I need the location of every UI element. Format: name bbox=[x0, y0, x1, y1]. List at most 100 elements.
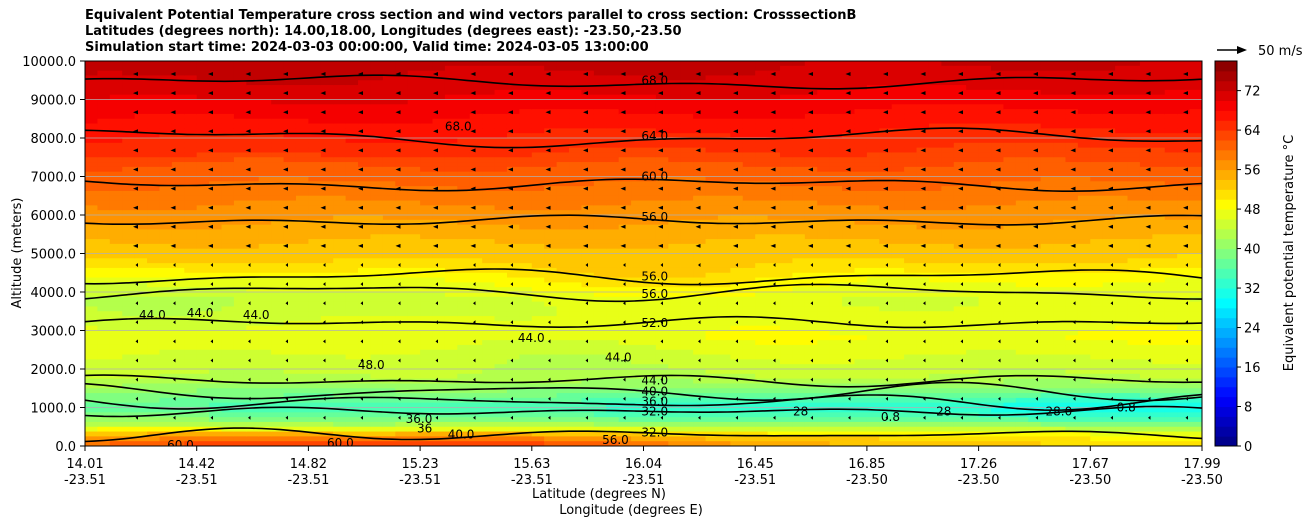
fill-cell bbox=[593, 388, 607, 394]
fill-cell bbox=[482, 441, 496, 446]
fill-cell bbox=[420, 181, 434, 187]
fill-cell bbox=[382, 349, 396, 356]
fill-cell bbox=[246, 70, 260, 77]
fill-cell bbox=[581, 94, 595, 101]
fill-cell bbox=[705, 234, 719, 240]
fill-cell bbox=[196, 239, 210, 245]
fill-cell bbox=[854, 61, 868, 67]
fill-cell bbox=[320, 243, 334, 250]
fill-cell bbox=[506, 142, 520, 149]
fill-cell bbox=[693, 99, 707, 105]
fill-cell bbox=[358, 195, 372, 202]
fill-cell bbox=[382, 104, 396, 110]
fill-cell bbox=[308, 421, 322, 428]
fill-cell bbox=[358, 431, 372, 437]
fill-cell bbox=[817, 296, 831, 303]
fill-cell bbox=[85, 190, 99, 197]
fill-cell bbox=[631, 195, 645, 202]
fill-cell bbox=[717, 349, 731, 356]
fill-cell bbox=[395, 210, 409, 216]
fill-cell bbox=[395, 397, 409, 404]
fill-cell bbox=[209, 258, 223, 264]
fill-cell bbox=[283, 267, 297, 274]
fill-cell bbox=[618, 133, 632, 139]
fill-cell bbox=[668, 123, 682, 129]
fill-cell bbox=[109, 417, 123, 423]
fill-cell bbox=[655, 369, 669, 375]
fill-cell bbox=[147, 166, 161, 173]
fill-cell bbox=[730, 171, 744, 178]
fill-cell bbox=[742, 248, 756, 255]
fill-cell bbox=[320, 402, 334, 409]
fill-cell bbox=[519, 426, 533, 433]
fill-cell bbox=[320, 311, 334, 317]
fill-cell bbox=[544, 421, 558, 428]
fill-cell bbox=[519, 152, 533, 158]
fill-cell bbox=[221, 65, 235, 72]
fill-cell bbox=[209, 75, 223, 81]
fill-cell bbox=[134, 61, 148, 67]
fill-cell bbox=[506, 152, 520, 158]
fill-cell bbox=[482, 205, 496, 211]
fill-cell bbox=[730, 383, 744, 389]
fill-cell bbox=[122, 369, 136, 375]
fill-cell bbox=[817, 306, 831, 312]
fill-cell bbox=[755, 316, 769, 322]
fill-cell bbox=[730, 277, 744, 283]
fill-cell bbox=[97, 373, 111, 380]
fill-cell bbox=[755, 176, 769, 182]
fill-cell bbox=[593, 397, 607, 404]
fill-cell bbox=[109, 272, 123, 279]
fill-cell bbox=[519, 147, 533, 154]
fill-cell bbox=[432, 421, 446, 428]
fill-cell bbox=[482, 426, 496, 433]
fill-cell bbox=[655, 190, 669, 197]
fill-cell bbox=[631, 152, 645, 158]
fill-cell bbox=[705, 335, 719, 341]
fill-cell bbox=[159, 388, 173, 394]
fill-cell bbox=[531, 75, 545, 81]
fill-cell bbox=[730, 311, 744, 317]
fill-cell bbox=[556, 441, 570, 446]
fill-cell bbox=[233, 316, 247, 322]
fill-cell bbox=[134, 441, 148, 446]
fill-cell bbox=[444, 340, 458, 346]
fill-cell bbox=[531, 441, 545, 446]
fill-cell bbox=[320, 157, 334, 163]
fill-cell bbox=[122, 277, 136, 283]
fill-cell bbox=[792, 335, 806, 341]
fill-cell bbox=[767, 142, 781, 149]
fill-cell bbox=[755, 296, 769, 303]
fill-cell bbox=[519, 272, 533, 279]
fill-cell bbox=[134, 378, 148, 385]
fill-cell bbox=[258, 436, 272, 442]
fill-cell bbox=[196, 210, 210, 216]
fill-cell bbox=[569, 373, 583, 380]
fill-cell bbox=[134, 186, 148, 192]
fill-cell bbox=[109, 292, 123, 298]
fill-cell bbox=[209, 181, 223, 187]
fill-cell bbox=[97, 113, 111, 120]
fill-cell bbox=[817, 157, 831, 163]
fill-cell bbox=[345, 138, 359, 144]
fill-cell bbox=[730, 99, 744, 105]
fill-cell bbox=[655, 412, 669, 418]
fill-cell bbox=[134, 407, 148, 413]
fill-cell bbox=[333, 364, 347, 370]
fill-cell bbox=[506, 407, 520, 413]
fill-cell bbox=[693, 277, 707, 283]
fill-cell bbox=[519, 301, 533, 308]
fill-cell bbox=[370, 210, 384, 216]
fill-cell bbox=[246, 147, 260, 154]
fill-cell bbox=[345, 118, 359, 125]
fill-cell bbox=[494, 272, 508, 279]
fill-cell bbox=[320, 263, 334, 269]
fill-cell bbox=[246, 80, 260, 86]
fill-cell bbox=[730, 253, 744, 259]
fill-cell bbox=[407, 190, 421, 197]
fill-cell bbox=[233, 171, 247, 178]
fill-cell bbox=[358, 186, 372, 192]
fill-cell bbox=[755, 123, 769, 129]
fill-cell bbox=[109, 118, 123, 125]
fill-cell bbox=[556, 70, 570, 77]
